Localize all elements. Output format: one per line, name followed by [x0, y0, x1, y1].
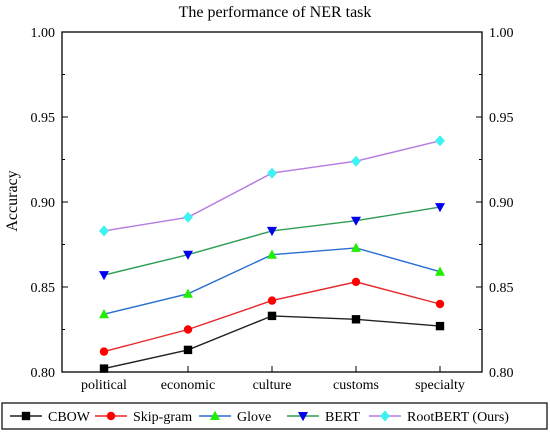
series-layer — [99, 135, 445, 373]
y-tick-label-right: 0.80 — [489, 366, 514, 381]
data-point-skip-gram — [99, 347, 109, 356]
data-point-cbow — [435, 321, 445, 331]
y-tick-label-left: 0.90 — [31, 196, 56, 211]
x-tick-label: specialty — [415, 378, 465, 393]
y-tick-label-right: 0.90 — [489, 196, 514, 211]
legend-marker-glove — [210, 410, 220, 420]
legend-label-glove: Glove — [237, 410, 271, 425]
legend-marker-bert — [298, 412, 308, 422]
y-tick-label-left: 0.95 — [31, 111, 56, 126]
data-point-bert — [435, 203, 445, 213]
legend-label-rootbert-ours: RootBERT (Ours) — [407, 410, 509, 425]
data-point-skip-gram — [183, 325, 193, 334]
data-point-cbow — [183, 345, 193, 355]
data-point-rootbert-ours — [351, 155, 361, 167]
data-point-glove — [351, 242, 361, 252]
y-tick-label-right: 0.95 — [489, 111, 514, 126]
legend-box — [1, 402, 548, 430]
data-point-bert — [351, 216, 361, 226]
data-point-glove — [435, 266, 445, 276]
data-point-glove — [183, 288, 193, 298]
series-cbow — [99, 311, 445, 373]
data-point-glove — [267, 249, 277, 259]
series-line-bert — [103, 206, 441, 276]
series-line-cbow — [103, 315, 441, 370]
y-tick-label-right: 1.00 — [489, 26, 514, 41]
data-point-cbow — [267, 311, 277, 321]
y-axis-label: Accuracy — [4, 170, 21, 231]
series-glove — [99, 242, 445, 319]
y-tick-label-left: 0.80 — [31, 366, 56, 381]
data-point-skip-gram — [351, 277, 361, 287]
legend-label-bert: BERT — [325, 410, 360, 425]
data-point-bert — [183, 250, 193, 260]
data-point-skip-gram — [267, 296, 277, 305]
x-tick-label: economic — [161, 378, 215, 393]
legend: CBOW Skip-gram Glove BERT RootBERT (Ours) — [1, 402, 548, 430]
chart-title: The performance of NER task — [179, 4, 372, 21]
series-skip-gram — [99, 277, 445, 356]
x-tick-label: customs — [333, 378, 379, 393]
data-point-bert — [99, 271, 109, 281]
legend-marker-rootbert-ours — [380, 410, 390, 422]
axes: 0.80 0.80 0.85 0.85 0.90 0.90 0.95 0.95 1.00 1.00… — [31, 26, 514, 393]
legend-marker-skip-gram — [106, 411, 116, 421]
data-point-bert — [267, 226, 277, 237]
data-point-cbow — [351, 315, 361, 324]
data-point-rootbert-ours — [435, 135, 445, 147]
series-bert — [99, 203, 445, 281]
plot-frame — [61, 31, 483, 373]
legend-marker-cbow — [21, 411, 31, 421]
data-point-rootbert-ours — [99, 225, 109, 237]
data-point-glove — [99, 309, 109, 319]
y-tick-label-left: 1.00 — [31, 26, 56, 41]
legend-label-skip-gram: Skip-gram — [133, 410, 192, 425]
data-point-cbow — [99, 364, 109, 373]
x-tick-label: culture — [253, 378, 292, 393]
series-line-rootbert-ours — [103, 140, 441, 232]
y-tick-label-right: 0.85 — [489, 281, 514, 296]
legend-label-cbow: CBOW — [48, 410, 91, 425]
x-tick-label: political — [81, 378, 127, 393]
data-point-rootbert-ours — [183, 211, 193, 223]
series-rootbert-ours — [99, 135, 445, 237]
data-point-skip-gram — [435, 299, 445, 309]
data-point-rootbert-ours — [267, 167, 277, 179]
y-tick-label-left: 0.85 — [31, 281, 56, 296]
